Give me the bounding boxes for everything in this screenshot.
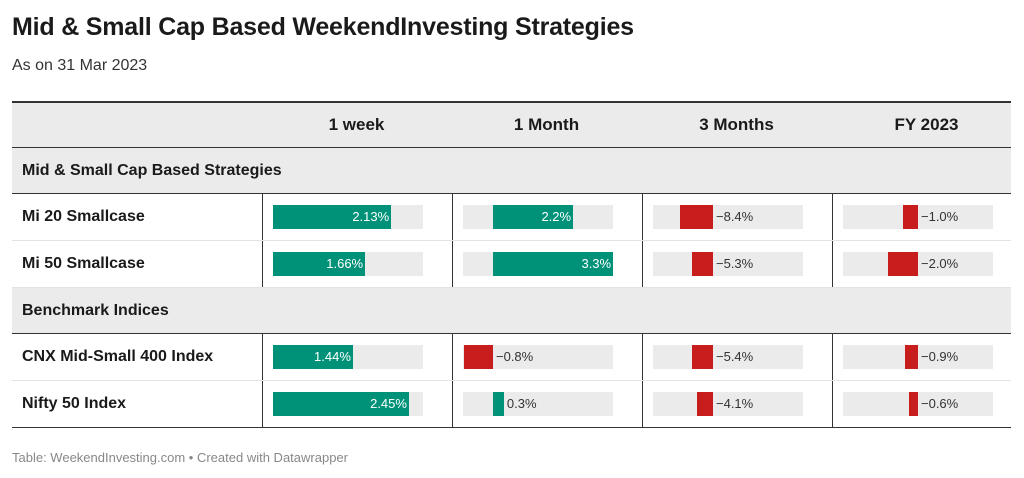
column-header: FY 2023 <box>894 115 959 134</box>
bar-track: 2.13% <box>273 205 423 229</box>
negative-bar <box>691 252 713 276</box>
value-cell: −4.1% <box>642 381 832 427</box>
data-label: 3.3% <box>581 256 612 271</box>
value-cell: 3.3% <box>452 241 642 287</box>
data-label: 0.3% <box>506 396 537 411</box>
positive-bar <box>273 345 353 369</box>
data-label: 1.66% <box>326 256 364 271</box>
table-row: CNX Mid-Small 400 Index 1.44% −0.8% −5.4% −0… <box>12 334 1011 381</box>
bar-background <box>843 252 993 276</box>
value-cell: −5.3% <box>642 241 832 287</box>
value-cell: 0.3% <box>452 381 642 427</box>
row-label: Nifty 50 Index <box>22 395 127 412</box>
bar-track: 1.44% <box>273 345 423 369</box>
bar-background <box>653 392 803 416</box>
bar-track: 3.3% <box>463 252 614 276</box>
negative-bar <box>679 205 713 229</box>
column-header: 3 Months <box>699 115 774 134</box>
bar-track: −0.8% <box>463 345 613 369</box>
value-cell: −8.4% <box>642 194 832 240</box>
value-cell: 2.45% <box>262 381 452 427</box>
negative-bar <box>903 205 918 229</box>
value-cell: −0.9% <box>832 334 1022 380</box>
data-label: −5.3% <box>716 256 754 271</box>
data-label: 2.13% <box>352 209 390 224</box>
data-label: 2.2% <box>541 209 572 224</box>
chart-title: Mid & Small Cap Based WeekendInvesting S… <box>12 13 634 41</box>
negative-bar <box>696 392 713 416</box>
data-label: −0.8% <box>496 349 534 364</box>
bar-track: −8.4% <box>653 205 803 229</box>
bar-track: −1.0% <box>843 205 993 229</box>
group-header: Mid & Small Cap Based Strategies <box>12 148 1011 194</box>
negative-bar <box>888 252 918 276</box>
value-cell: 2.13% <box>262 194 452 240</box>
bar-background <box>843 205 993 229</box>
group-header: Benchmark Indices <box>12 288 1011 334</box>
bar-track: 0.3% <box>463 392 613 416</box>
group-label: Mid & Small Cap Based Strategies <box>22 162 282 179</box>
data-label: −4.1% <box>716 396 754 411</box>
value-cell: −0.6% <box>832 381 1022 427</box>
positive-bar <box>273 205 392 229</box>
data-label: 2.45% <box>370 396 407 411</box>
negative-bar <box>909 392 918 416</box>
data-label: −5.4% <box>716 349 754 364</box>
returns-table: 1 week 1 Month 3 Months FY 2023 Mid & Small… <box>12 101 1011 428</box>
column-header: 1 Month <box>513 115 580 134</box>
data-label: −1.0% <box>921 209 959 224</box>
row-label: Mi 20 Smallcase <box>22 208 145 225</box>
bar-background <box>653 345 803 369</box>
positive-bar <box>273 252 366 276</box>
negative-bar <box>463 345 493 369</box>
bar-track: 2.2% <box>463 205 613 229</box>
bar-background <box>463 392 613 416</box>
data-label: −2.0% <box>921 256 959 271</box>
value-cell: −0.8% <box>452 334 642 380</box>
value-cell: −5.4% <box>642 334 832 380</box>
value-cell: 2.2% <box>452 194 642 240</box>
data-label: −0.6% <box>921 396 959 411</box>
data-label: 1.44% <box>314 349 351 364</box>
table-row: Mi 20 Smallcase 2.13% 2.2% −8.4% −1.0% <box>12 194 1011 241</box>
positive-bar <box>273 392 409 416</box>
chart-subtitle: As on 31 Mar 2023 <box>12 57 148 74</box>
bar-track: −2.0% <box>843 252 993 276</box>
bar-track: −0.6% <box>843 392 993 416</box>
value-cell: 1.66% <box>262 241 452 287</box>
value-cell: 1.44% <box>262 334 452 380</box>
data-label: −0.9% <box>921 349 959 364</box>
bar-background <box>843 345 993 369</box>
group-label: Benchmark Indices <box>22 302 169 319</box>
bar-background <box>653 205 803 229</box>
bar-background <box>653 252 803 276</box>
positive-bar <box>493 205 574 229</box>
bar-track: −4.1% <box>653 392 803 416</box>
row-label: CNX Mid-Small 400 Index <box>22 348 214 365</box>
row-label: Mi 50 Smallcase <box>22 255 145 272</box>
positive-bar <box>493 252 614 276</box>
data-label: −8.4% <box>716 209 754 224</box>
table-row: Nifty 50 Index 2.45% 0.3% −4.1% −0.6% <box>12 381 1011 428</box>
table-header: 1 week 1 Month 3 Months FY 2023 <box>12 101 1011 148</box>
bar-track: −5.3% <box>653 252 803 276</box>
bar-background <box>843 392 993 416</box>
column-header: 1 week <box>328 115 385 134</box>
negative-bar <box>904 345 918 369</box>
bar-track: −0.9% <box>843 345 993 369</box>
bar-track: 1.66% <box>273 252 423 276</box>
value-cell: −2.0% <box>832 241 1022 287</box>
negative-bar <box>691 345 713 369</box>
table-row: Mi 50 Smallcase 1.66% 3.3% −5.3% −2.0% <box>12 241 1011 288</box>
bar-track: 2.45% <box>273 392 423 416</box>
positive-bar <box>493 392 504 416</box>
value-cell: −1.0% <box>832 194 1022 240</box>
bar-track: −5.4% <box>653 345 803 369</box>
table-footer: Table: WeekendInvesting.com • Created wi… <box>12 450 348 465</box>
